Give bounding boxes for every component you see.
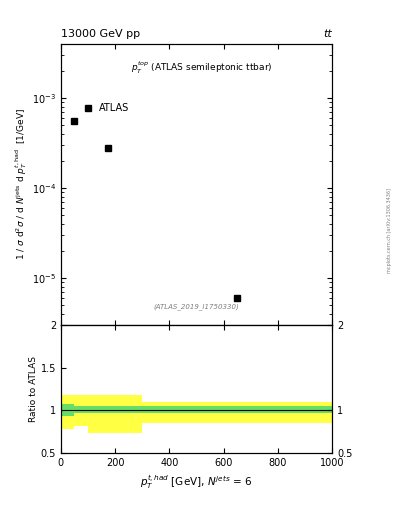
Text: mcplots.cern.ch [arXiv:1306.3436]: mcplots.cern.ch [arXiv:1306.3436] (387, 188, 392, 273)
Y-axis label: 1 / $\sigma$ d$^2$$\sigma$ / d $N^{\rm jets}$ d $p_T^{t,\rm had}$  [1/GeV]: 1 / $\sigma$ d$^2$$\sigma$ / d $N^{\rm j… (13, 109, 29, 260)
X-axis label: $p_T^{t,had}$ [GeV], $N^{jets}$ = 6: $p_T^{t,had}$ [GeV], $N^{jets}$ = 6 (140, 474, 253, 490)
Text: ATLAS: ATLAS (99, 103, 129, 113)
Text: (ATLAS_2019_I1750330): (ATLAS_2019_I1750330) (154, 303, 239, 310)
Text: $p_T^{top}$ (ATLAS semileptonic ttbar): $p_T^{top}$ (ATLAS semileptonic ttbar) (131, 60, 273, 76)
Y-axis label: Ratio to ATLAS: Ratio to ATLAS (29, 356, 38, 422)
Text: 13000 GeV pp: 13000 GeV pp (61, 29, 140, 39)
Text: tt: tt (323, 29, 332, 39)
